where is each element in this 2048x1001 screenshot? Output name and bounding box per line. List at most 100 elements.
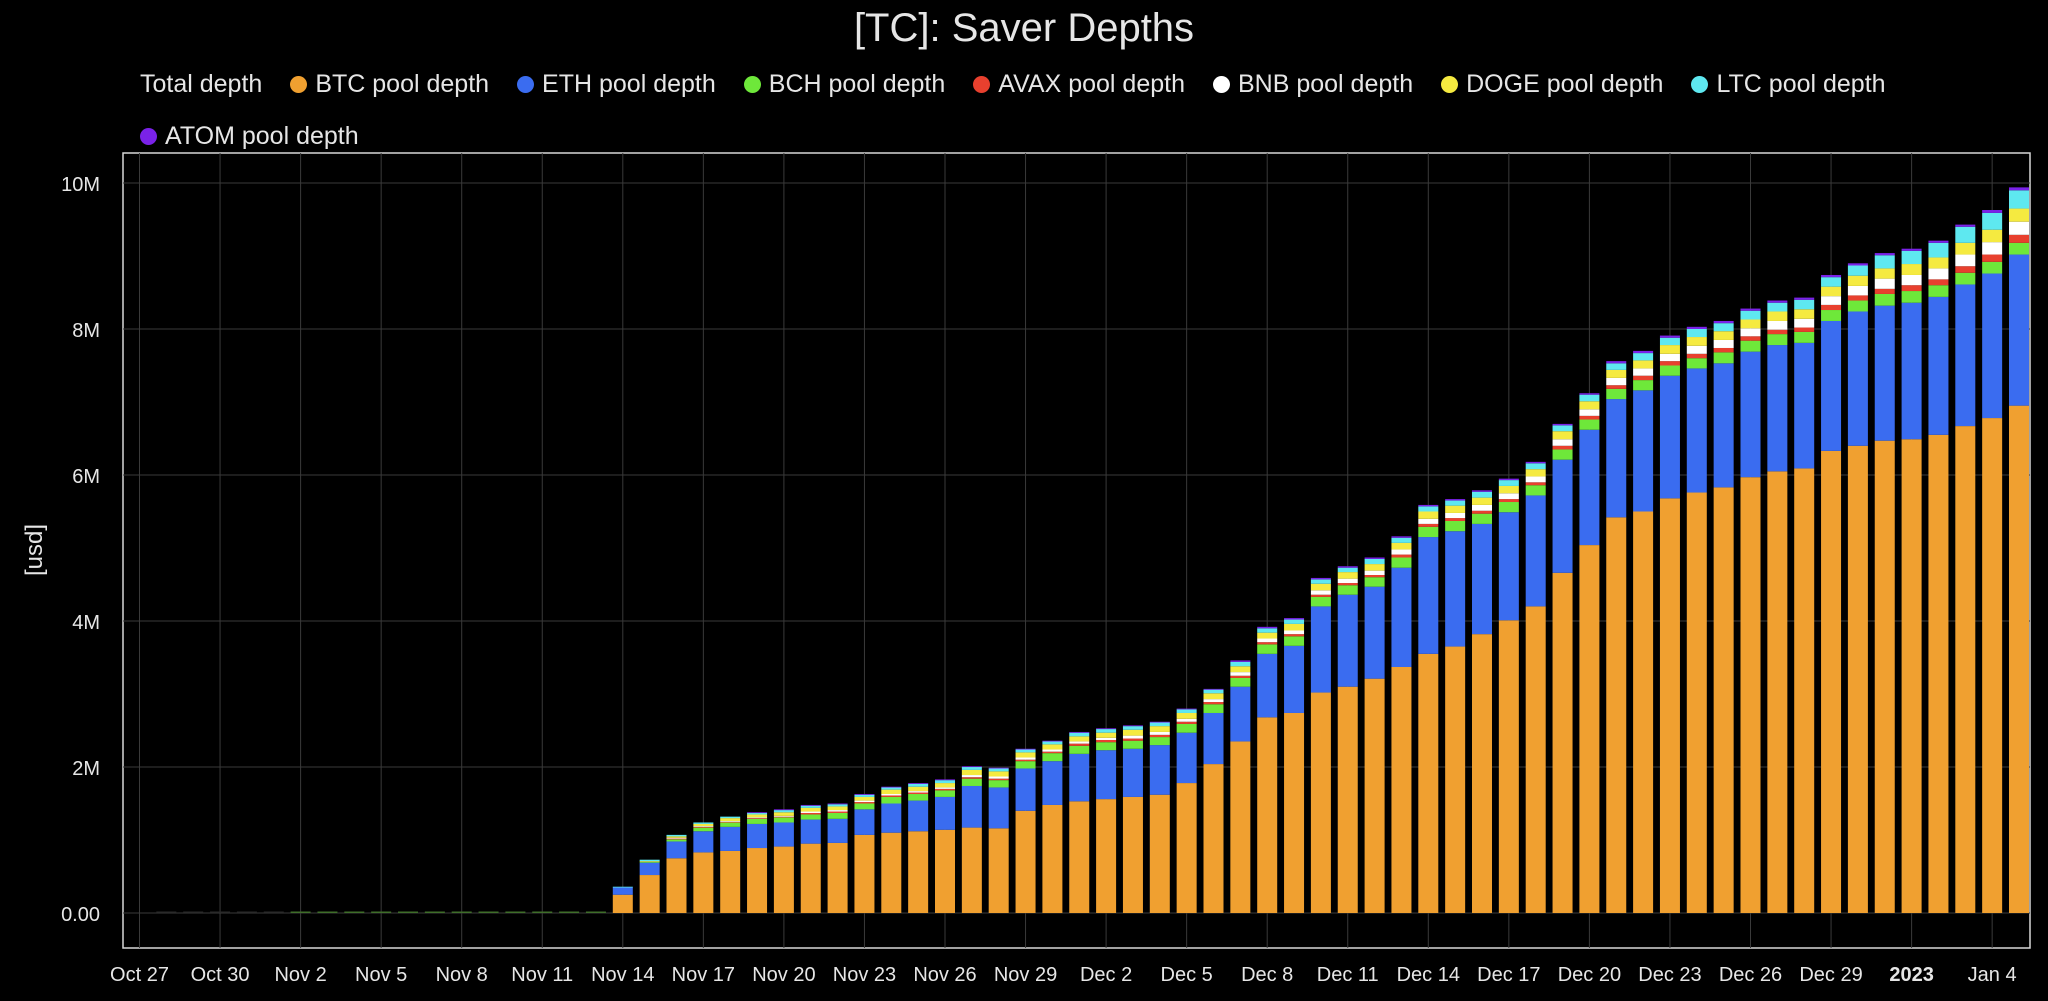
bar-segment-bnb [1955, 254, 1976, 267]
bar-segment-btc [612, 894, 633, 913]
bar-segment-bch [854, 803, 875, 810]
legend-item[interactable]: BTC pool depth [290, 70, 489, 99]
bar-segment-avax [854, 802, 875, 804]
bar-segment-doge [1525, 469, 1546, 477]
bar-segment-bnb [1096, 737, 1117, 740]
bar-placeholder [398, 911, 418, 913]
bar-segment-avax [1472, 510, 1492, 514]
bar-segment-ltc [1015, 749, 1036, 753]
bar-segment-eth [747, 823, 768, 849]
bar-placeholder [585, 911, 606, 913]
bar-segment-bnb [827, 810, 848, 812]
legend-label: BTC pool depth [315, 69, 490, 98]
bar-segment-doge [1901, 264, 1922, 275]
bar-segment-eth [1096, 750, 1117, 800]
bar-segment-doge [1847, 275, 1868, 286]
bar-segment-avax [1713, 347, 1734, 353]
bar-segment-eth [988, 787, 1009, 829]
bar-segment-doge [1472, 497, 1492, 505]
x-tick-label: 2023 [1889, 964, 1934, 986]
legend-label: AVAX pool depth [998, 69, 1185, 98]
bar-segment-bch [747, 818, 768, 824]
bar-segment-avax [1069, 743, 1090, 746]
legend-item[interactable]: BCH pool depth [743, 70, 945, 99]
bar-segment-avax [961, 777, 982, 779]
bar-segment-atom [1955, 224, 1976, 227]
legend-item[interactable]: ETH pool depth [517, 70, 716, 99]
bar-segment-atom [1176, 708, 1197, 710]
legend-item[interactable]: LTC pool depth [1691, 70, 1886, 99]
bar-segment-avax [1686, 353, 1707, 359]
bar-segment-ltc [1740, 310, 1761, 320]
bar-segment-avax [1042, 751, 1063, 754]
bar-segment-atom [1337, 566, 1358, 568]
legend-item[interactable]: BNB pool depth [1213, 70, 1413, 99]
bar-segment-btc [1096, 799, 1117, 913]
bar-segment-bnb [1337, 578, 1358, 584]
bar-segment-bch [1391, 557, 1412, 568]
bar-segment-atom [1391, 536, 1412, 538]
bar-segment-doge [1015, 752, 1036, 758]
bar-segment-doge [2009, 208, 2029, 222]
bar-segment-btc [639, 875, 660, 913]
legend-item[interactable]: DOGE pool depth [1441, 70, 1663, 99]
bar-segment-avax [1821, 304, 1842, 311]
bar-placeholder [183, 911, 204, 913]
bar-segment-atom [1767, 300, 1788, 303]
bar-segment-bnb [1203, 699, 1224, 703]
bar-segment-bnb [1901, 274, 1922, 286]
bar-segment-btc [1982, 418, 2003, 913]
bar-segment-atom [1525, 461, 1546, 464]
bar-segment-doge [1606, 369, 1627, 378]
bar-segment-bch [1525, 485, 1546, 496]
bar-segment-atom [961, 766, 982, 768]
bar-segment-eth [1982, 273, 2003, 419]
bar-placeholder [559, 911, 580, 913]
bar-segment-eth [1633, 390, 1654, 512]
bar-segment-bnb [773, 815, 794, 817]
bar-segment-ltc [720, 816, 741, 819]
bar-segment-atom [1686, 326, 1707, 329]
bar-segment-eth [639, 862, 660, 876]
x-tick-label: Nov 26 [913, 964, 976, 986]
legend-item[interactable]: ATOM pool depth [140, 122, 359, 151]
bar-segment-avax [1257, 642, 1278, 645]
bar-segment-avax [1606, 385, 1627, 389]
chart-legend: Total depth BTC pool depth ETH pool depth B… [140, 58, 2000, 162]
bar-segment-eth [1418, 537, 1439, 654]
bar-segment-doge [1982, 229, 2003, 243]
bar-segment-bch [1794, 331, 1815, 343]
legend-item[interactable]: Total depth [140, 70, 262, 99]
bar-segment-btc [1042, 804, 1063, 913]
bar-segment-avax [1847, 295, 1868, 301]
bar-segment-btc [1015, 810, 1036, 913]
bar-segment-btc [693, 852, 714, 913]
bar-segment-doge [1740, 319, 1761, 329]
bar-segment-eth [1069, 753, 1090, 802]
bar-segment-eth [1847, 311, 1868, 446]
bar-segment-btc [1203, 764, 1224, 913]
bar-segment-avax [881, 795, 902, 797]
bar-segment-bch [1257, 644, 1278, 654]
legend-item[interactable]: AVAX pool depth [973, 70, 1185, 99]
bar-segment-bch [720, 822, 741, 827]
bar-segment-btc [1391, 666, 1412, 913]
bar-placeholder [290, 911, 311, 913]
legend-label: Total depth [140, 69, 263, 98]
bar-segment-atom [1821, 274, 1842, 278]
bar-segment-bnb [1498, 493, 1519, 500]
bar-segment-btc [881, 832, 902, 913]
bar-segment-doge [1633, 360, 1654, 369]
bar-segment-atom [1203, 688, 1224, 690]
x-tick-label: Dec 29 [1799, 964, 1862, 986]
bar-segment-atom [1579, 393, 1600, 395]
bar-segment-ltc [908, 783, 929, 787]
bar-segment-doge [961, 769, 982, 776]
bar-segment-btc [800, 843, 821, 913]
bar-segment-btc [1337, 686, 1358, 913]
bar-segment-bnb [1149, 731, 1170, 735]
bar-segment-bnb [1713, 339, 1734, 348]
bar-segment-ltc [1176, 709, 1197, 713]
bar-segment-ltc [1337, 567, 1358, 573]
bar-segment-bnb [693, 826, 714, 827]
